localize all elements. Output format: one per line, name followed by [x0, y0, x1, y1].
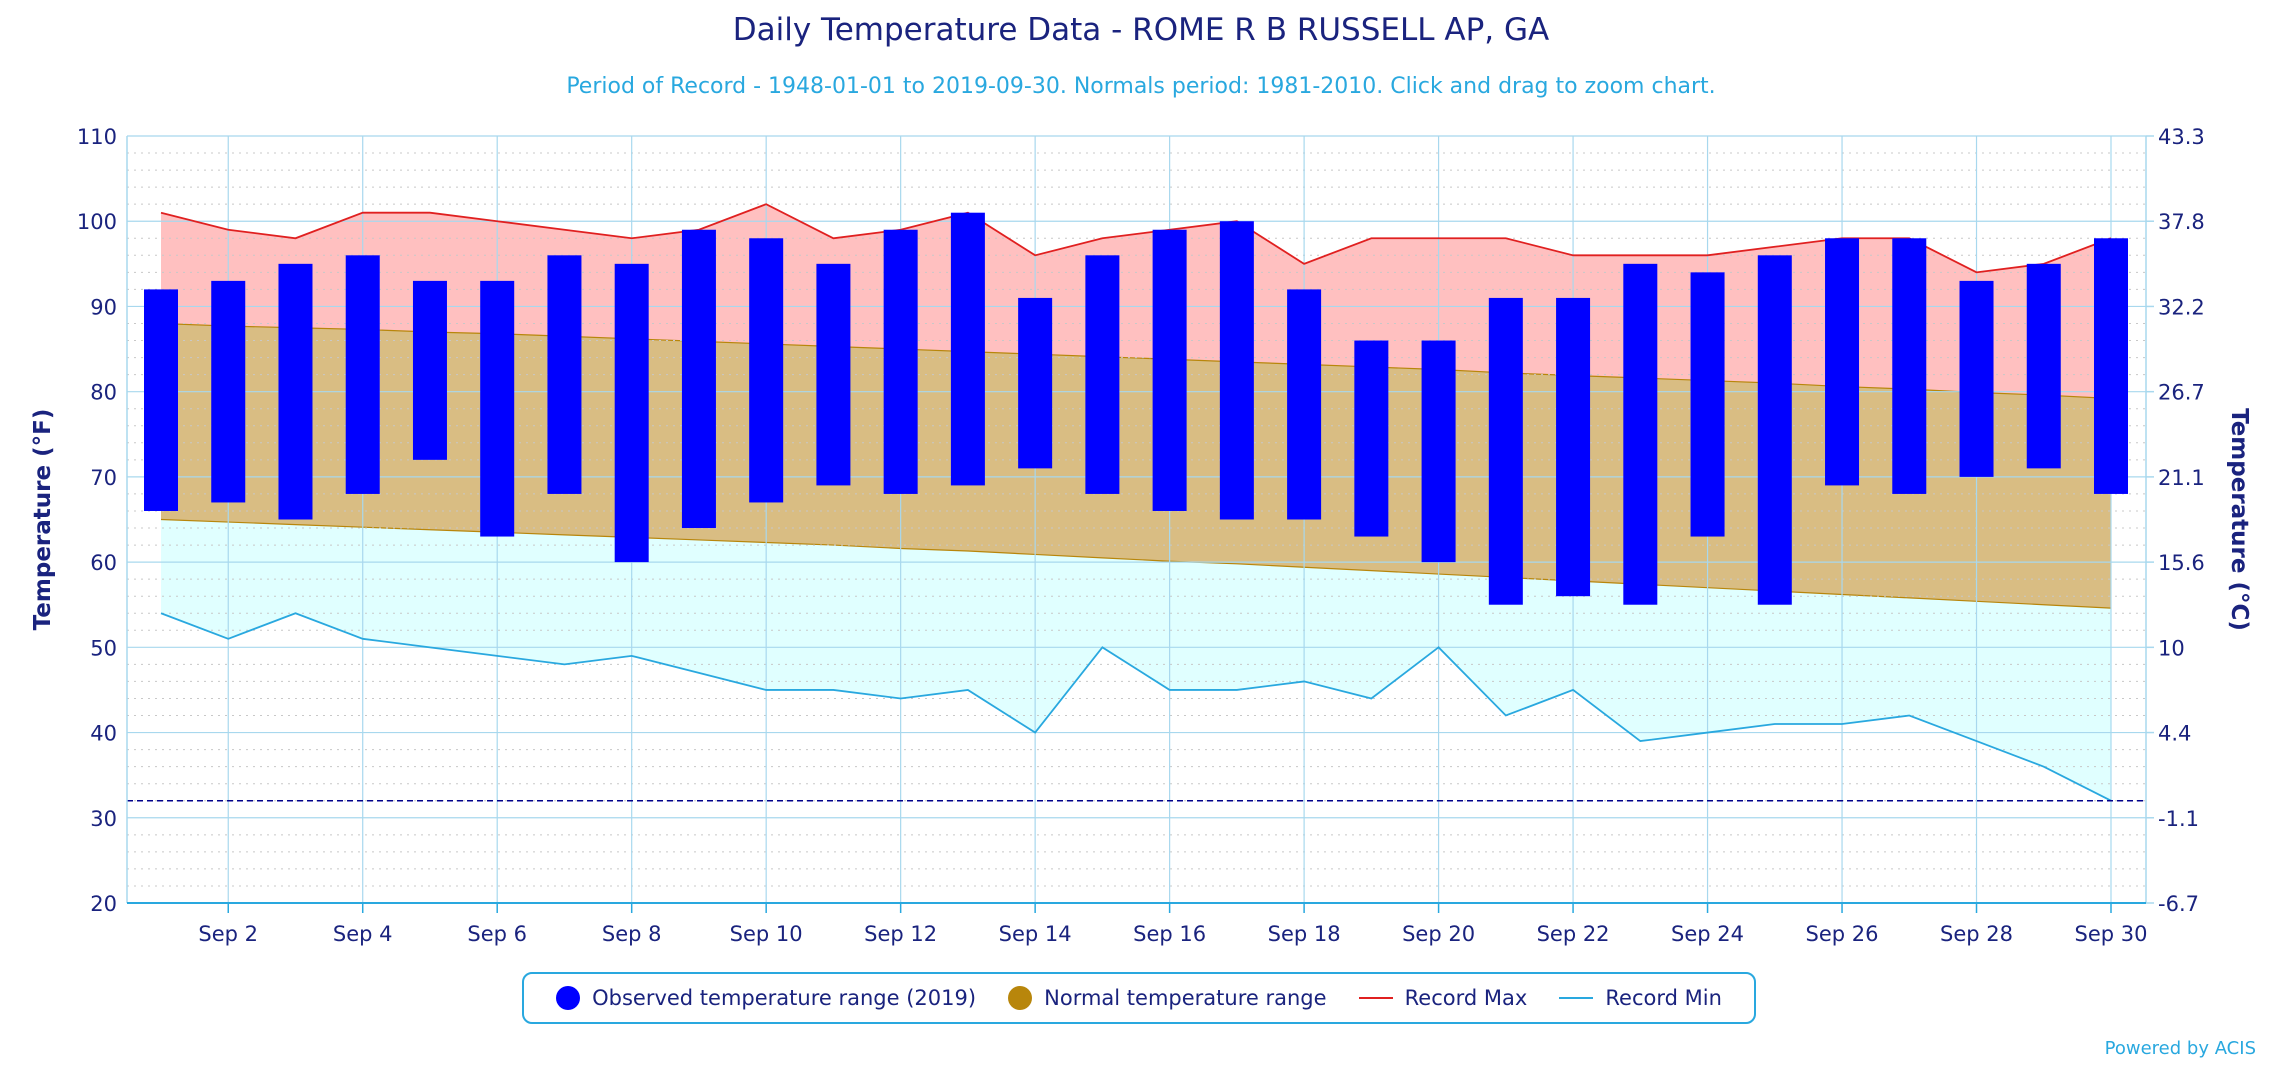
range-fills [160, 204, 2112, 801]
observed-range-bar[interactable] [1219, 221, 1254, 520]
x-tick-label: Sep 6 [467, 922, 527, 946]
observed-range-bar[interactable] [1018, 297, 1053, 469]
observed-bars[interactable] [144, 212, 2128, 605]
x-tick-label: Sep 18 [1268, 922, 1341, 946]
y-tick-label-left: 90 [90, 295, 117, 319]
record-min-line-icon [1559, 997, 1594, 999]
legend-item-record-max[interactable]: Record Max [1358, 986, 1528, 1010]
observed-range-bar[interactable] [1421, 340, 1456, 563]
x-tick-label: Sep 20 [1402, 922, 1475, 946]
y-tick-label-left: 20 [90, 892, 117, 916]
observed-range-bar[interactable] [1825, 238, 1860, 486]
grid-lines [127, 135, 2146, 904]
observed-range-bar[interactable] [1354, 340, 1389, 537]
record-min-series-line [160, 612, 2112, 802]
x-tick-label: Sep 16 [1133, 922, 1206, 946]
y-tick-label-right: 21.1 [2158, 466, 2205, 490]
y-tick-label-left: 70 [90, 466, 117, 490]
y-tick-label-left: 50 [90, 636, 117, 660]
observed-range-bar[interactable] [681, 229, 716, 529]
observed-range-bar[interactable] [614, 263, 649, 563]
observed-range-bar[interactable] [278, 263, 313, 520]
observed-range-bar[interactable] [816, 263, 851, 486]
x-tick-label: Sep 12 [864, 922, 937, 946]
x-tick-label: Sep 30 [2075, 922, 2148, 946]
observed-range-bar[interactable] [1690, 272, 1725, 537]
observed-range-bar[interactable] [883, 229, 918, 494]
y-tick-label-left: 110 [77, 125, 117, 149]
observed-range-bar[interactable] [1085, 255, 1120, 494]
x-tick-label: Sep 4 [333, 922, 393, 946]
observed-range-bar[interactable] [1959, 280, 1994, 477]
y-tick-label-left: 100 [77, 210, 117, 234]
legend-item-record-min[interactable]: Record Min [1559, 986, 1722, 1010]
observed-range-bar[interactable] [480, 280, 515, 537]
y-tick-label-right: 32.2 [2158, 295, 2205, 319]
legend-label-record-min: Record Min [1605, 986, 1722, 1010]
x-tick-label: Sep 2 [198, 922, 258, 946]
y-tick-label-right: -1.1 [2158, 807, 2199, 831]
observed-range-bar[interactable] [1757, 255, 1792, 605]
y-tick-label-left: 30 [90, 807, 117, 831]
y-tick-label-left: 40 [90, 722, 117, 746]
chart-subtitle: Period of Record - 1948-01-01 to 2019-09… [566, 74, 1716, 99]
legend: Observed temperature range (2019) Normal… [522, 972, 1756, 1024]
y-tick-label-right: 43.3 [2158, 125, 2205, 149]
observed-range-bar[interactable] [211, 280, 246, 503]
legend-item-observed[interactable]: Observed temperature range (2019) [556, 986, 976, 1010]
y-tick-label-right: 10 [2158, 636, 2185, 660]
observed-range-bar[interactable] [345, 255, 380, 494]
y-tick-label-right: 15.6 [2158, 551, 2205, 575]
axes: 20 -6.7 30 -1.1 40 4.4 50 10 60 15.6 70 21.1 80 26.7 9… [30, 125, 2252, 946]
observed-range-bar[interactable] [412, 280, 447, 460]
legend-label-observed: Observed temperature range (2019) [592, 986, 977, 1010]
x-tick-label: Sep 26 [1806, 922, 1879, 946]
record-max-line-icon [1358, 997, 1393, 999]
observed-range-bar[interactable] [749, 238, 784, 503]
powered-by-credit[interactable]: Powered by ACIS [2104, 1038, 2256, 1059]
observed-range-bar[interactable] [2094, 238, 2128, 494]
y-tick-label-right: 37.8 [2158, 210, 2205, 234]
legend-item-normal[interactable]: Normal temperature range [1008, 986, 1327, 1010]
y-tick-label-right: 26.7 [2158, 381, 2205, 405]
y-tick-label-left: 60 [90, 551, 117, 575]
chart-title: Daily Temperature Data - ROME R B RUSSEL… [732, 12, 1550, 48]
observed-range-bar[interactable] [1556, 297, 1591, 597]
y-axis-title-right: Temperature (°C) [2226, 408, 2252, 631]
y-tick-label-right: -6.7 [2158, 892, 2199, 916]
y-tick-label-left: 80 [90, 381, 117, 405]
record-max-series-line [160, 203, 2112, 274]
observed-dot-icon [556, 986, 581, 1010]
observed-range-bar[interactable] [144, 289, 178, 511]
record-lines [127, 203, 2146, 802]
x-tick-label: Sep 24 [1671, 922, 1744, 946]
y-axis-title-left: Temperature (°F) [30, 409, 56, 631]
legend-label-record-max: Record Max [1404, 986, 1528, 1010]
x-tick-label: Sep 14 [999, 922, 1072, 946]
x-tick-label: Sep 10 [730, 922, 803, 946]
normal-dot-icon [1008, 986, 1033, 1010]
observed-range-bar[interactable] [2026, 263, 2061, 469]
observed-range-bar[interactable] [547, 255, 582, 494]
observed-range-bar[interactable] [1488, 297, 1523, 605]
observed-range-bar[interactable] [1152, 229, 1187, 511]
observed-range-bar[interactable] [950, 212, 985, 486]
x-tick-label: Sep 22 [1537, 922, 1610, 946]
observed-range-bar[interactable] [1623, 263, 1658, 605]
x-tick-label: Sep 8 [602, 922, 662, 946]
observed-range-bar[interactable] [1892, 238, 1927, 494]
legend-label-normal: Normal temperature range [1044, 986, 1327, 1010]
y-tick-label-right: 4.4 [2158, 722, 2191, 746]
observed-range-bar[interactable] [1287, 289, 1322, 520]
x-tick-label: Sep 28 [1940, 922, 2013, 946]
